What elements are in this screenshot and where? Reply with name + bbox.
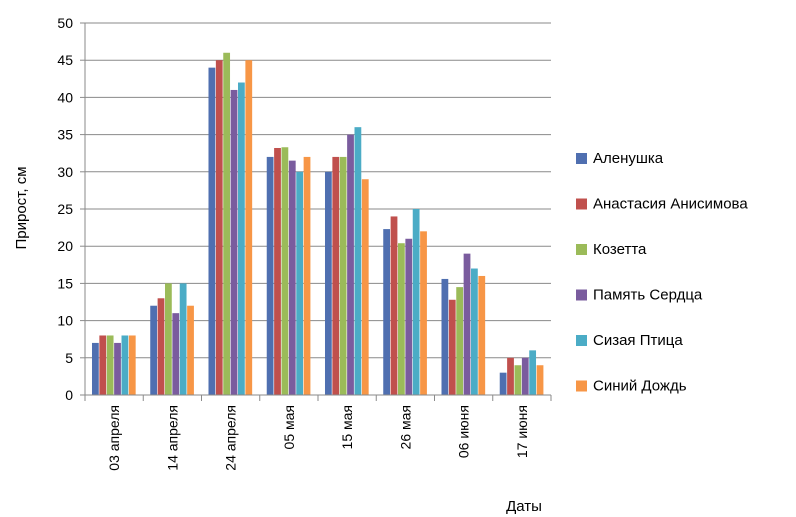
legend-swatch [576,153,587,164]
bar [398,243,405,395]
bar [187,305,194,395]
legend-label: Козетта [593,241,647,258]
bar [420,231,427,395]
y-axis-title: Прирост, см [13,166,30,249]
x-tick-label: 14 апреля [164,405,180,471]
bar [347,134,354,395]
bar [412,209,420,395]
bar [238,82,245,396]
x-tick-label: 26 мая [397,405,413,449]
bar [471,268,478,395]
y-tick-label: 25 [57,201,73,217]
bar [536,365,544,395]
bar [354,127,362,395]
y-tick-label: 0 [65,387,73,403]
legend-swatch [576,380,587,392]
y-tick-label: 45 [57,52,73,68]
bar [91,342,99,395]
legend-swatch [576,335,587,346]
bar [529,350,537,395]
bar [266,156,274,395]
bar [507,357,514,395]
bar [172,313,180,395]
bar [296,171,304,395]
bar [230,89,238,396]
bar [223,52,231,395]
bars [91,52,544,396]
y-tick-label: 35 [57,127,73,143]
bar [390,216,398,395]
bar [281,147,289,395]
bar [514,365,522,395]
legend-label: Синий Дождь [593,378,687,395]
legend-label: Анастасия Анисимова [593,196,748,213]
axes [80,22,552,401]
bar [288,160,296,395]
bar [448,299,456,395]
bar [441,278,449,395]
x-tick-label: 03 апреля [106,405,122,471]
bar [405,238,413,395]
bar [245,60,253,395]
bar [179,283,187,395]
y-tick-label: 30 [57,164,73,180]
bar [324,171,332,395]
bar [361,179,369,395]
bar [478,275,486,395]
y-tick-label: 10 [57,313,73,329]
bar [274,147,281,395]
bar [303,156,311,395]
bar [383,229,391,395]
bar [165,283,172,395]
y-tick-label: 5 [65,350,73,366]
bar [456,287,464,395]
bar [208,67,216,395]
bar [215,60,223,395]
bar [114,342,121,395]
legend-label: Аленушка [593,150,664,167]
bar [499,372,507,395]
y-tick-label: 20 [57,238,73,254]
x-tick-label: 24 апреля [223,405,239,471]
x-tick-label: 17 июня [514,405,530,458]
y-tick-label: 50 [57,15,73,31]
legend-swatch [576,289,587,301]
bar [332,156,340,395]
bar [128,335,136,395]
bar [106,335,114,395]
bar [157,298,165,395]
x-tick-label: 15 мая [339,405,355,449]
bar [150,305,158,395]
bar [521,357,529,395]
legend-label: Память Сердца [593,287,703,304]
y-tick-label: 15 [57,275,73,291]
y-tick-labels: 0 5 10 15 20 25 30 35 40 45 50 [57,15,73,403]
bar [99,335,107,395]
legend-swatch [576,198,587,210]
bar [121,335,129,395]
x-tick-label: 06 июня [456,405,472,458]
x-tick-labels: 03 апреля 14 апреля 24 апреля 05 мая 15 мая 2… [106,405,530,471]
x-axis-title: Даты [506,498,542,515]
y-tick-label: 40 [57,89,73,105]
bar [339,156,347,395]
legend-label: Сизая Птица [593,332,683,349]
bar [463,253,471,395]
x-tick-label: 05 мая [281,405,297,449]
legend-swatch [576,244,587,255]
legend: Аленушка Анастасия Анисимова Козетта Память… [576,150,748,395]
